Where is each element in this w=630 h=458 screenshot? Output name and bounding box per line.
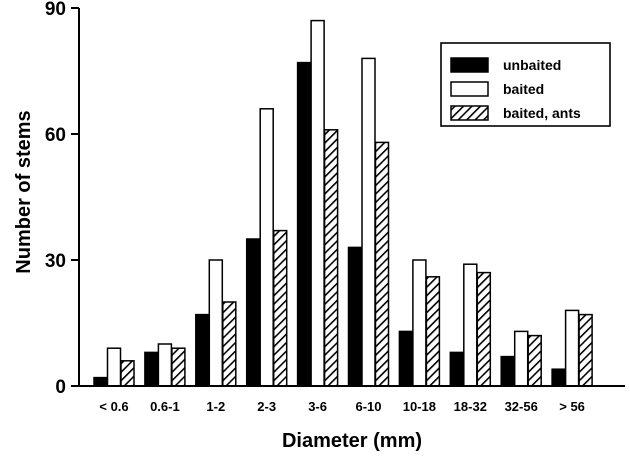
bar-baited: [106, 347, 122, 387]
legend-label: unbaited: [503, 57, 561, 73]
bar-unbaited: [93, 376, 108, 387]
bar-baited-ants: [222, 301, 237, 387]
x-tick-label: < 0.6: [99, 399, 128, 414]
bar-unbaited: [144, 351, 159, 387]
legend-swatch: [450, 105, 489, 121]
bar-baited: [513, 330, 529, 387]
bar-baited: [208, 259, 224, 387]
y-tick-label: 90: [45, 0, 66, 20]
bar-baited-ants: [120, 360, 135, 387]
x-tick-label: 18-32: [454, 399, 487, 414]
bar-baited-ants: [425, 276, 441, 387]
y-tick-label: 0: [55, 377, 66, 398]
bar-baited: [412, 259, 427, 387]
bar-baited: [310, 19, 325, 387]
bar-unbaited: [347, 246, 363, 387]
x-tick-label: 1-2: [206, 399, 225, 414]
bars-group: [93, 19, 593, 387]
bar-baited-ants: [578, 313, 593, 387]
bar-baited-ants: [272, 229, 288, 387]
x-tick-label: 0.6-1: [150, 399, 180, 414]
legend-label: baited, ants: [503, 105, 581, 121]
bar-unbaited: [296, 61, 312, 387]
bar-unbaited: [245, 238, 261, 387]
legend-label: baited: [503, 81, 544, 97]
bar-baited-ants: [323, 129, 339, 387]
bar-unbaited: [449, 351, 465, 387]
legend-swatch: [450, 81, 489, 97]
x-tick-label: 6-10: [355, 399, 381, 414]
bar-unbaited: [551, 368, 566, 387]
bar-baited: [259, 108, 274, 387]
y-axis-title: Number of stems: [13, 110, 35, 273]
bar-baited: [463, 263, 478, 387]
legend-swatch: [450, 57, 489, 73]
x-tick-label: 3-6: [308, 399, 327, 414]
bar-baited-ants: [527, 334, 542, 387]
legend: unbaited baited baited, ants: [440, 42, 611, 127]
bar-baited: [361, 57, 376, 387]
bar-baited: [157, 343, 173, 387]
bar-baited-ants: [374, 141, 390, 387]
bar-baited-ants: [476, 271, 492, 387]
y-tick-label: 60: [45, 125, 66, 146]
x-axis-title: Diameter (mm): [282, 430, 422, 452]
x-tick-label: > 56: [559, 399, 585, 414]
y-tick-label: 30: [45, 251, 66, 272]
y-ticks: 0 30 60 90: [45, 0, 79, 398]
x-ticks: < 0.6 0.6-1 1-2 2-3 3-6 6-10 10-18 18-32 32-56 > …: [99, 399, 585, 414]
x-tick-label: 10-18: [403, 399, 436, 414]
x-tick-label: 2-3: [257, 399, 276, 414]
bar-baited-ants: [171, 347, 186, 387]
x-tick-label: 32-56: [505, 399, 538, 414]
bar-baited: [564, 309, 580, 387]
bar-unbaited: [398, 330, 414, 387]
bar-unbaited: [195, 313, 210, 387]
bar-unbaited: [500, 355, 515, 387]
